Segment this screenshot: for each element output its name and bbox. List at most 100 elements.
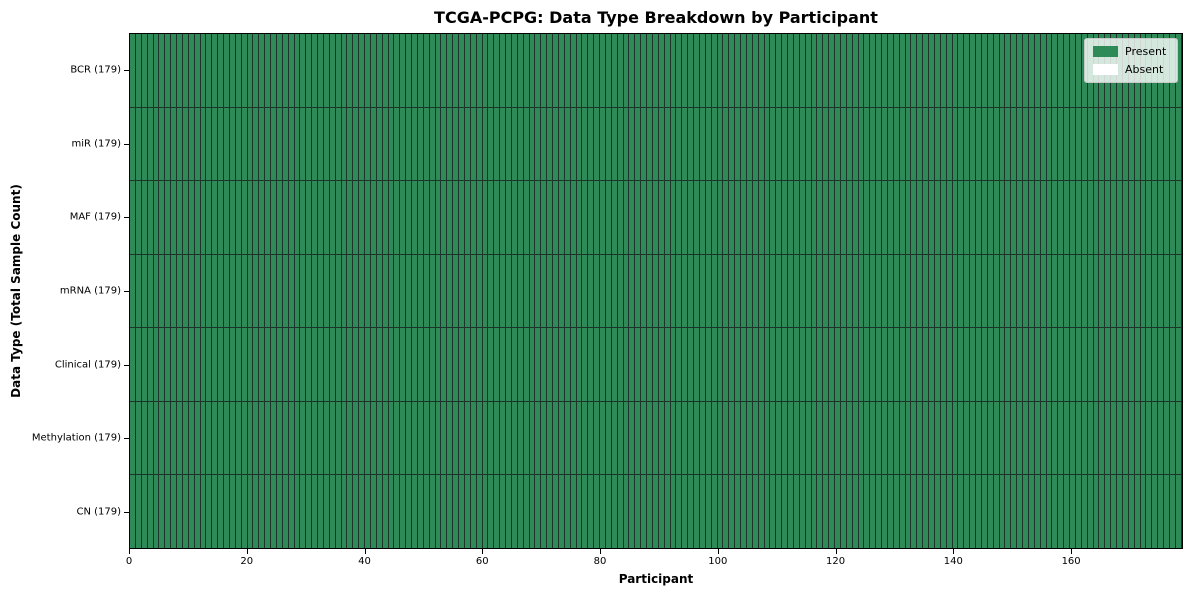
- heatmap-cell: [553, 328, 558, 401]
- heatmap-cell: [435, 107, 441, 181]
- heatmap-cell: [976, 181, 981, 254]
- heatmap-cell: [376, 107, 382, 181]
- heatmap-cell: [300, 181, 306, 254]
- heatmap-cell: [594, 475, 599, 549]
- heatmap-cell: [265, 401, 270, 475]
- heatmap-cell: [735, 254, 740, 328]
- heatmap-cell: [276, 254, 282, 328]
- heatmap-cell: [365, 328, 370, 401]
- heatmap-cell: [829, 328, 834, 401]
- x-tick-label: 80: [593, 556, 607, 567]
- heatmap-cell: [570, 328, 576, 401]
- heatmap-cell: [1023, 254, 1028, 328]
- heatmap-cell: [911, 328, 917, 401]
- heatmap-cell: [1175, 107, 1181, 181]
- heatmap-cell: [829, 34, 834, 107]
- heatmap-cell: [882, 254, 887, 328]
- heatmap-cell: [594, 401, 599, 475]
- heatmap-cell: [817, 328, 823, 401]
- heatmap-cell: [312, 254, 317, 328]
- heatmap-cell: [441, 181, 447, 254]
- heatmap-cell: [153, 181, 159, 254]
- heatmap-cell: [1128, 107, 1134, 181]
- heatmap-cell: [306, 254, 312, 328]
- heatmap-cell: [1128, 254, 1134, 328]
- heatmap-cell: [1111, 401, 1116, 475]
- heatmap-cell: [588, 475, 594, 549]
- heatmap-cell: [276, 475, 282, 549]
- heatmap-cell: [1105, 254, 1111, 328]
- heatmap-cell: [676, 328, 682, 401]
- heatmap-cell: [876, 401, 881, 475]
- heatmap-cell: [852, 107, 858, 181]
- heatmap-cell: [429, 181, 435, 254]
- heatmap-cell: [664, 475, 670, 549]
- heatmap-cell: [1052, 475, 1058, 549]
- heatmap-cell: [271, 107, 276, 181]
- heatmap-cell: [782, 181, 787, 254]
- heatmap-cell: [347, 254, 353, 328]
- heatmap-cell: [882, 181, 887, 254]
- heatmap-cell: [394, 107, 400, 181]
- heatmap-cell: [858, 34, 864, 107]
- heatmap-cell: [177, 107, 182, 181]
- heatmap-cell: [276, 107, 282, 181]
- heatmap-cell: [171, 328, 176, 401]
- heatmap-cell: [459, 181, 464, 254]
- heatmap-cell: [617, 107, 623, 181]
- heatmap-cell: [741, 107, 746, 181]
- heatmap-cell: [1011, 401, 1017, 475]
- heatmap-cell: [535, 181, 541, 254]
- heatmap-cell: [882, 475, 887, 549]
- heatmap-cell: [1070, 254, 1075, 328]
- heatmap-cell: [400, 328, 406, 401]
- heatmap-cell: [611, 107, 617, 181]
- heatmap-cell: [893, 34, 899, 107]
- heatmap-cell: [171, 34, 176, 107]
- heatmap-cell: [1175, 475, 1181, 549]
- heatmap-cell: [182, 475, 188, 549]
- heatmap-cell: [376, 254, 382, 328]
- heatmap-cell: [840, 475, 846, 549]
- heatmap-cell: [259, 181, 265, 254]
- heatmap-cell: [1087, 107, 1093, 181]
- heatmap-cell: [905, 181, 911, 254]
- heatmap-cell: [899, 181, 905, 254]
- heatmap-cell: [271, 254, 276, 328]
- heatmap-cell: [788, 475, 793, 549]
- heatmap-cell: [817, 107, 823, 181]
- heatmap-cell: [224, 401, 229, 475]
- heatmap-cell: [835, 181, 840, 254]
- heatmap-cell: [265, 107, 270, 181]
- x-tick-mark: [717, 549, 719, 554]
- heatmap-cell: [235, 34, 241, 107]
- heatmap-cell: [224, 475, 229, 549]
- heatmap-cell: [699, 107, 705, 181]
- heatmap-cell: [1046, 475, 1052, 549]
- y-tick-label: Clinical (179): [54, 359, 121, 371]
- heatmap-cell: [500, 328, 505, 401]
- heatmap-cell: [976, 107, 981, 181]
- heatmap-cell: [647, 401, 652, 475]
- heatmap-cell: [952, 34, 958, 107]
- heatmap-cell: [817, 401, 823, 475]
- heatmap-cell: [940, 34, 946, 107]
- heatmap-cell: [899, 401, 905, 475]
- heatmap-cell: [723, 181, 729, 254]
- heatmap-cell: [846, 475, 852, 549]
- heatmap-cell: [265, 254, 270, 328]
- heatmap-cell: [658, 181, 664, 254]
- heatmap-cell: [605, 107, 611, 181]
- heatmap-cell: [723, 254, 729, 328]
- heatmap-cell: [1075, 107, 1081, 181]
- heatmap-cell: [341, 254, 347, 328]
- heatmap-cell: [846, 254, 852, 328]
- heatmap-cell: [441, 475, 447, 549]
- heatmap-cell: [365, 107, 370, 181]
- heatmap-cell: [394, 254, 400, 328]
- heatmap-cell: [588, 328, 594, 401]
- heatmap-cell: [793, 328, 799, 401]
- heatmap-cell: [964, 34, 970, 107]
- heatmap-cell: [934, 181, 940, 254]
- heatmap-cell: [435, 34, 441, 107]
